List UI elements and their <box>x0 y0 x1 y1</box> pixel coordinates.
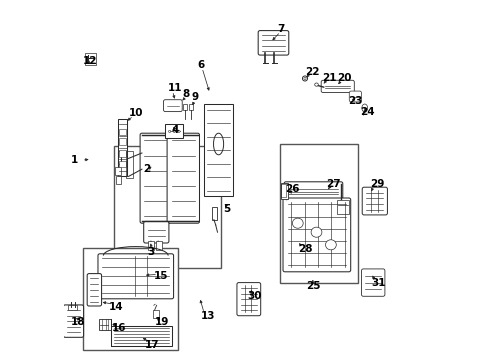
Bar <box>188 104 193 110</box>
Bar <box>212 207 217 220</box>
Text: 1: 1 <box>71 155 78 165</box>
Bar <box>279 144 357 283</box>
Bar <box>68 305 77 310</box>
Ellipse shape <box>314 83 318 86</box>
FancyBboxPatch shape <box>361 269 384 296</box>
FancyBboxPatch shape <box>87 274 102 306</box>
Text: 18: 18 <box>71 317 85 327</box>
Text: 3: 3 <box>147 247 154 257</box>
Bar <box>99 319 110 330</box>
FancyBboxPatch shape <box>258 31 288 55</box>
FancyBboxPatch shape <box>98 254 173 299</box>
Bar <box>281 184 285 197</box>
Text: 10: 10 <box>128 108 143 118</box>
Bar <box>125 151 133 178</box>
FancyBboxPatch shape <box>237 283 260 316</box>
Text: 16: 16 <box>112 323 126 333</box>
Ellipse shape <box>361 104 367 112</box>
FancyBboxPatch shape <box>167 133 199 223</box>
Bar <box>204 104 232 196</box>
Ellipse shape <box>292 218 303 228</box>
Text: 5: 5 <box>223 204 230 214</box>
Bar <box>148 241 153 250</box>
Text: 26: 26 <box>284 184 299 194</box>
FancyBboxPatch shape <box>63 305 83 337</box>
Text: 25: 25 <box>305 281 320 291</box>
Text: 21: 21 <box>322 73 336 84</box>
Ellipse shape <box>310 227 321 237</box>
Bar <box>114 146 221 268</box>
Bar <box>280 183 287 199</box>
Bar <box>119 138 126 145</box>
Text: 6: 6 <box>197 60 204 70</box>
Bar <box>118 119 127 176</box>
Text: 28: 28 <box>297 244 312 254</box>
FancyBboxPatch shape <box>284 182 342 201</box>
Bar <box>337 200 348 214</box>
Bar <box>165 124 183 138</box>
FancyBboxPatch shape <box>163 100 182 112</box>
Ellipse shape <box>178 130 180 132</box>
Bar <box>115 167 121 175</box>
Bar <box>156 241 162 250</box>
Text: 23: 23 <box>347 96 362 106</box>
Text: 17: 17 <box>145 340 160 350</box>
Bar <box>115 176 121 184</box>
Text: 9: 9 <box>192 92 199 102</box>
Ellipse shape <box>303 77 305 80</box>
Text: 24: 24 <box>360 107 374 117</box>
FancyBboxPatch shape <box>283 198 350 272</box>
Text: 30: 30 <box>247 291 262 301</box>
Text: 8: 8 <box>182 89 189 99</box>
Ellipse shape <box>302 76 307 81</box>
Text: 14: 14 <box>108 302 123 312</box>
Bar <box>152 310 159 318</box>
FancyBboxPatch shape <box>140 133 170 223</box>
Text: 20: 20 <box>337 73 351 84</box>
Text: 15: 15 <box>153 271 168 282</box>
Bar <box>119 129 126 135</box>
Bar <box>83 248 178 350</box>
Bar <box>111 326 171 346</box>
Bar <box>182 104 186 110</box>
Text: 7: 7 <box>277 24 285 34</box>
Bar <box>119 161 126 167</box>
Text: 4: 4 <box>171 125 179 135</box>
FancyBboxPatch shape <box>348 91 361 102</box>
FancyBboxPatch shape <box>143 221 168 243</box>
Text: 13: 13 <box>200 311 215 321</box>
Text: 11: 11 <box>168 83 183 93</box>
Text: 2: 2 <box>142 164 150 174</box>
Text: 22: 22 <box>305 67 319 77</box>
Text: 12: 12 <box>83 56 98 66</box>
Ellipse shape <box>173 130 175 132</box>
Text: 31: 31 <box>370 278 385 288</box>
FancyBboxPatch shape <box>362 187 386 215</box>
Text: 29: 29 <box>369 179 384 189</box>
Bar <box>119 150 126 157</box>
Bar <box>118 151 121 164</box>
Bar <box>85 53 96 65</box>
Ellipse shape <box>168 130 170 132</box>
FancyBboxPatch shape <box>321 80 354 93</box>
Ellipse shape <box>325 240 336 250</box>
Text: 27: 27 <box>326 179 341 189</box>
Text: 19: 19 <box>155 317 169 327</box>
